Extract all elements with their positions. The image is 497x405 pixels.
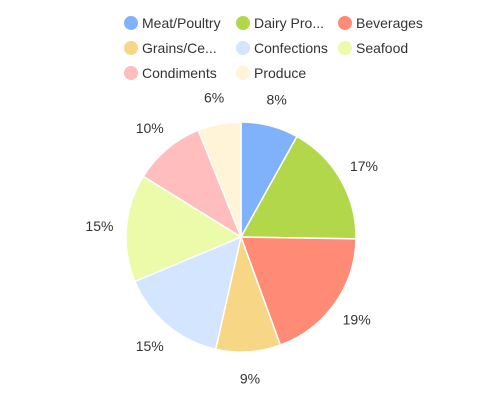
legend-swatch — [124, 16, 138, 30]
data-label: 19% — [343, 311, 371, 327]
legend-item[interactable]: Meat/Poultry — [124, 15, 221, 31]
data-label: 17% — [350, 158, 378, 174]
legend-swatch — [338, 41, 352, 55]
data-labels: 8% 17% 19% 9% 15% 15% 10% 6% — [85, 90, 378, 387]
pie-slices — [125, 121, 357, 353]
legend-swatch — [236, 16, 250, 30]
pie-slice-condiments[interactable] — [142, 129, 243, 239]
data-label: 10% — [136, 120, 164, 136]
legend-label: Dairy Pro... — [254, 15, 324, 31]
data-label: 15% — [136, 338, 164, 354]
legend-swatch — [124, 41, 138, 55]
legend-swatch — [124, 66, 138, 80]
legend-item[interactable]: Dairy Pro... — [236, 15, 324, 31]
legend-item[interactable]: Produce — [236, 65, 306, 81]
data-label: 15% — [85, 218, 113, 234]
legend-label: Grains/Ce... — [142, 40, 217, 56]
pie-slice-dairy-products[interactable] — [239, 135, 357, 240]
data-label: 8% — [267, 92, 287, 108]
legend-item[interactable]: Grains/Ce... — [124, 40, 217, 56]
pie-slice-produce[interactable] — [197, 121, 242, 238]
pie-slice-beverages[interactable] — [239, 236, 357, 347]
legend-item[interactable]: Confections — [236, 40, 328, 56]
data-label: 6% — [204, 90, 224, 106]
legend-label: Produce — [254, 65, 306, 81]
legend-item[interactable]: Condiments — [124, 65, 217, 81]
legend-label: Seafood — [356, 40, 408, 56]
legend-item[interactable]: Seafood — [338, 40, 408, 56]
legend: Meat/Poultry Dairy Pro... Beverages Grains/… — [124, 15, 423, 81]
legend-label: Confections — [254, 40, 328, 56]
pie-slice-seafood[interactable] — [125, 175, 243, 283]
legend-swatch — [236, 41, 250, 55]
data-label: 9% — [240, 371, 260, 387]
legend-label: Beverages — [356, 15, 423, 31]
legend-label: Condiments — [142, 65, 217, 81]
legend-swatch — [338, 16, 352, 30]
legend-swatch — [236, 66, 250, 80]
pie-slice-confections[interactable] — [133, 235, 243, 351]
legend-label: Meat/Poultry — [142, 15, 221, 31]
legend-item[interactable]: Beverages — [338, 15, 423, 31]
